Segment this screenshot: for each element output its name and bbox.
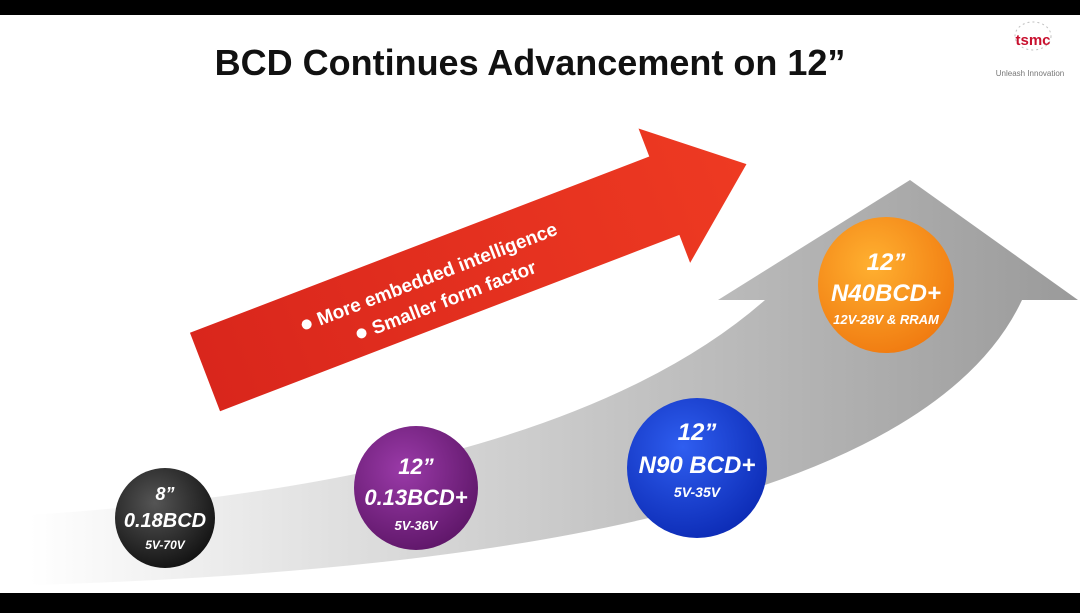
- title: BCD Continues Advancement on 12”: [215, 42, 846, 83]
- node-wafer: 8”: [155, 484, 174, 504]
- node-label: 0.18BCD: [124, 510, 206, 532]
- logo: tsmc: [1015, 32, 1050, 49]
- node-label: N90 BCD+: [639, 452, 756, 479]
- node: 8” 0.18BCD 5V-70V: [115, 468, 215, 568]
- red-arrow-shape: [189, 128, 747, 412]
- bullet-dot: [301, 319, 312, 330]
- logo-mark: [1014, 21, 1052, 51]
- node-wafer: 12”: [678, 419, 717, 446]
- node-voltage: 5V-35V: [674, 484, 722, 500]
- tagline: Unleash Innovation: [996, 69, 1065, 78]
- node-voltage: 12V-28V & RRAM: [833, 312, 940, 327]
- node: 12” 0.13BCD+ 5V-36V: [354, 426, 478, 550]
- growth-arrow: [30, 180, 1078, 585]
- node: 12” N90 BCD+ 5V-35V: [627, 398, 767, 538]
- node-wafer: 12”: [867, 249, 906, 276]
- node-label: 0.13BCD+: [364, 485, 467, 510]
- bullet-dot: [356, 328, 367, 339]
- node-voltage: 5V-36V: [395, 518, 439, 533]
- node: 12” N40BCD+ 12V-28V & RRAM: [818, 217, 954, 353]
- node-wafer: 12”: [398, 454, 433, 479]
- node-label: N40BCD+: [831, 280, 941, 307]
- node-voltage: 5V-70V: [145, 538, 186, 552]
